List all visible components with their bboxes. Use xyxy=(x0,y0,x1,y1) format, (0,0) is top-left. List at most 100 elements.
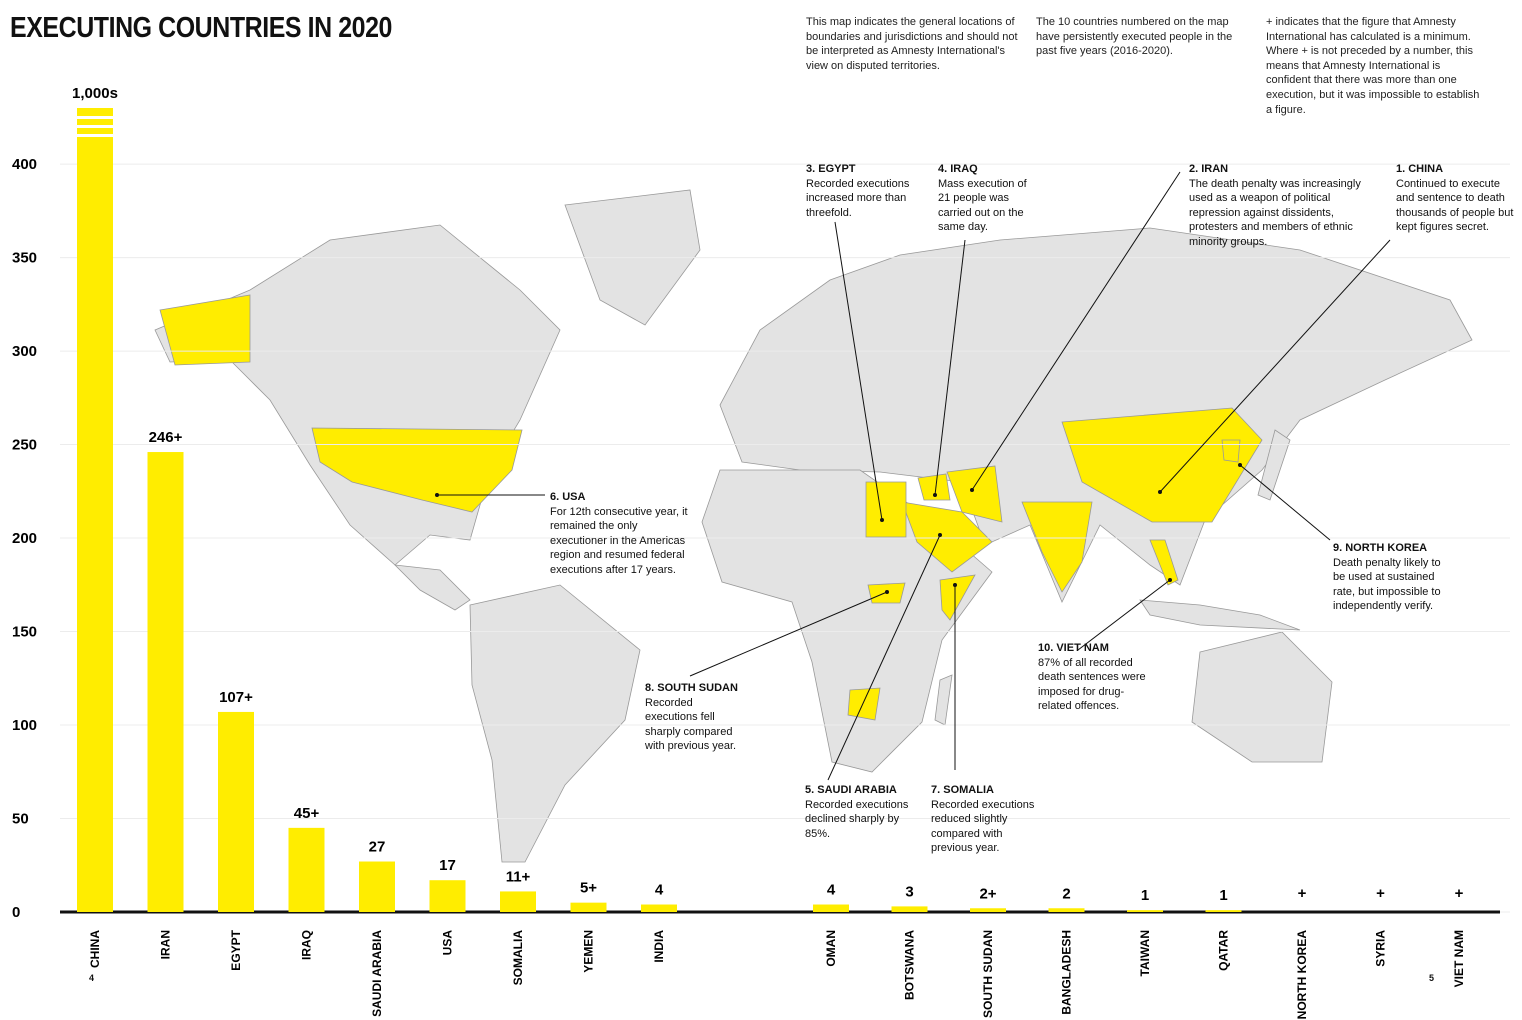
annotation-title: 7. SOMALIA xyxy=(931,784,994,796)
botswana xyxy=(847,687,881,721)
x-tick-label: BOTSWANA xyxy=(903,930,917,1000)
value-label: 107+ xyxy=(219,689,253,706)
value-label: + xyxy=(1298,885,1307,902)
annotation: 5. SAUDI ARABIA Recorded executions decli… xyxy=(805,783,920,841)
annotation-title: 5. SAUDI ARABIA xyxy=(805,784,897,796)
leader-line xyxy=(827,534,941,781)
value-label: 1 xyxy=(1219,887,1227,904)
somalia xyxy=(939,574,976,621)
leader-line xyxy=(1077,579,1171,651)
annotation-title: 10. VIET NAM xyxy=(1038,642,1109,654)
leader-line xyxy=(1159,239,1391,493)
annotation: 9. NORTH KOREA Death penalty likely to be… xyxy=(1333,541,1448,614)
leader-dot xyxy=(1238,463,1242,467)
central-america xyxy=(393,564,471,611)
page-number: 5 xyxy=(1429,973,1435,983)
bar xyxy=(429,880,466,912)
leader-dot xyxy=(953,583,957,587)
x-tick-label: TAIWAN xyxy=(1138,930,1152,976)
axis-break xyxy=(76,116,114,119)
annotation-text: The death penalty was increasingly used … xyxy=(1189,177,1361,248)
value-label: 2 xyxy=(1062,885,1070,902)
y-tick-label: 300 xyxy=(12,343,37,360)
annotation: 2. IRAN The death penalty was increasingl… xyxy=(1189,162,1374,250)
leader-dot xyxy=(938,533,942,537)
value-label: 246+ xyxy=(149,429,183,446)
y-tick-label: 0 xyxy=(12,904,20,921)
annotation: 3. EGYPT Recorded executions increased mo… xyxy=(806,162,926,220)
note: The 10 countries numbered on the map hav… xyxy=(1036,16,1233,58)
value-label: 27 xyxy=(369,839,386,856)
annotation-title: 9. NORTH KOREA xyxy=(1333,542,1428,554)
x-tick-label: QATAR xyxy=(1217,930,1231,971)
x-tick-label: NORTH KOREA xyxy=(1295,930,1309,1020)
annotation-text: Recorded executions declined sharply by … xyxy=(805,798,909,840)
annotation-title: 2. IRAN xyxy=(1189,163,1229,175)
bar xyxy=(288,827,325,912)
value-label: 1 xyxy=(1141,887,1149,904)
value-label: 17 xyxy=(439,857,456,874)
bar xyxy=(891,906,928,912)
x-tick-label: VIET NAM xyxy=(1452,930,1466,987)
bar xyxy=(1127,910,1163,912)
leader-dot xyxy=(885,590,889,594)
bar xyxy=(77,108,113,912)
x-tick-label: OMAN xyxy=(824,930,838,967)
y-tick-label: 250 xyxy=(12,437,37,454)
value-label: + xyxy=(1455,885,1464,902)
axis-break xyxy=(76,125,114,128)
leader-line xyxy=(834,221,883,521)
usa xyxy=(311,427,523,513)
iraq xyxy=(917,473,951,501)
bar xyxy=(359,861,395,912)
annotation: 6. USA For 12th consecutive year, it rema… xyxy=(550,490,695,578)
y-tick-label: 200 xyxy=(12,530,37,547)
x-tick-label: YEMEN xyxy=(582,930,596,973)
annotation-text: For 12th consecutive year, it remained t… xyxy=(550,505,688,576)
north-america xyxy=(154,224,561,566)
bar xyxy=(500,891,536,912)
japan xyxy=(1257,429,1291,501)
value-label: 1,000s xyxy=(72,85,118,102)
value-label: 45+ xyxy=(294,805,320,822)
annotation-title: 1. CHINA xyxy=(1396,163,1444,175)
alaska xyxy=(159,294,251,366)
value-label: 3 xyxy=(905,883,913,900)
y-tick-label: 50 xyxy=(12,811,29,828)
chart-title: EXECUTING COUNTRIES IN 2020 xyxy=(10,12,392,44)
leader-dot xyxy=(933,493,937,497)
bar xyxy=(147,452,184,912)
egypt xyxy=(865,481,907,538)
leader-dot xyxy=(1158,490,1162,494)
australia xyxy=(1191,631,1333,763)
x-tick-label: CHINA xyxy=(88,930,102,968)
south-america xyxy=(469,584,641,863)
y-tick-label: 150 xyxy=(12,624,37,641)
value-label: 4 xyxy=(655,882,664,899)
madagascar xyxy=(934,674,953,726)
north-korea xyxy=(1221,439,1241,463)
bar xyxy=(970,908,1006,912)
annotation-text: Mass execution of 21 people was carried … xyxy=(938,177,1027,234)
x-tick-label: SAUDI ARABIA xyxy=(370,930,384,1017)
x-tick-label: IRAQ xyxy=(300,930,314,960)
x-tick-label: INDIA xyxy=(652,930,666,963)
note: + indicates that the figure that Amnesty… xyxy=(1266,16,1480,116)
value-label: 4 xyxy=(827,882,836,899)
annotation-title: 3. EGYPT xyxy=(806,163,856,175)
y-tick-label: 350 xyxy=(12,250,37,267)
executing-countries xyxy=(159,294,1263,721)
bar xyxy=(813,904,849,912)
annotation-title: 4. IRAQ xyxy=(938,163,978,175)
y-tick-label: 400 xyxy=(12,156,37,173)
note: This map indicates the general locations… xyxy=(806,16,1018,72)
bar xyxy=(570,902,607,912)
indonesia xyxy=(1139,599,1301,631)
iran xyxy=(946,465,1003,523)
bar xyxy=(1205,910,1242,912)
saudi-arabia xyxy=(901,501,993,573)
annotation-text: 87% of all recorded death sentences were… xyxy=(1038,656,1146,713)
leader-line xyxy=(689,591,888,677)
annotation-text: Continued to execute and sentence to dea… xyxy=(1396,177,1514,234)
y-tick-label: 100 xyxy=(12,717,37,734)
